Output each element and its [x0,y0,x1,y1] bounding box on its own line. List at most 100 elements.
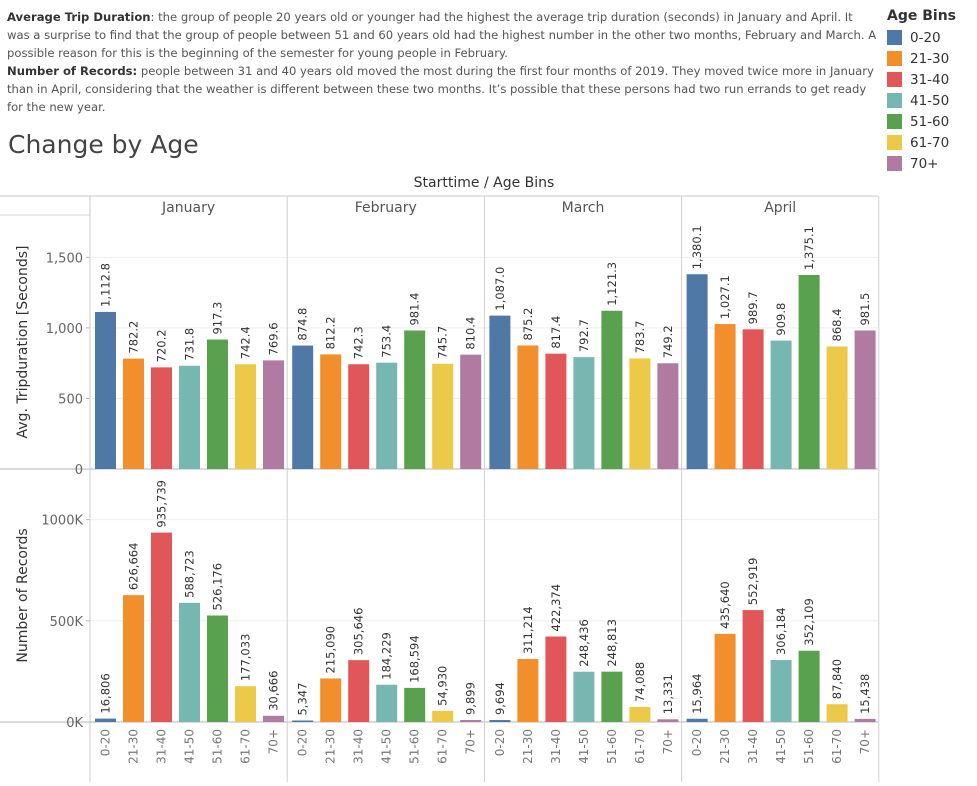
records-bar [489,720,511,722]
records-label: 15,964 [690,674,704,714]
legend-swatch [887,156,902,171]
column-header: Starttime / Age Bins [414,175,555,191]
records-bar [179,602,200,722]
records-bar [376,684,398,722]
legend-item-51-60[interactable]: 51-60 [887,111,956,132]
legend-item-21-30[interactable]: 21-30 [887,48,956,69]
legend-label: 41-50 [910,92,950,109]
avg-duration-label: 981.5 [858,293,872,326]
avg-duration-label: 868.4 [830,309,844,342]
avg-duration-bar [404,330,426,469]
legend-item-0-20[interactable]: 0-20 [887,27,956,48]
avg-duration-bar [489,315,511,469]
avg-duration-label: 742.3 [352,326,366,359]
legend: Age Bins 0-20 21-30 31-40 41-50 51-60 61-70 70… [887,8,956,174]
avg-duration-label: 720.2 [155,329,169,362]
avg-duration-bar [826,346,848,469]
avg-duration-label: 874.8 [296,308,310,341]
x-category-label: 41-50 [380,729,394,764]
avg-duration-bar [545,353,567,469]
records-bar [573,671,595,722]
x-category-label: 31-40 [352,729,366,764]
x-category-label: 0-20 [296,729,310,756]
description: Average Trip Duration: the group of peop… [7,8,877,116]
records-bar [460,719,482,722]
records-bar [348,660,370,722]
top-tick-label: 1,000 [46,322,83,337]
legend-item-31-40[interactable]: 31-40 [887,69,956,90]
page-title: Change by Age [8,130,199,159]
records-bar [151,532,172,722]
avg-duration-label: 817.4 [549,316,563,349]
x-category-label: 41-50 [577,729,591,764]
x-category-label: 41-50 [183,729,197,764]
records-label: 435,640 [718,581,732,629]
x-category-label: 31-40 [155,729,169,764]
avg-duration-label: 1,112.8 [99,263,113,307]
top-tick-label: 1,500 [46,251,83,266]
records-bar [798,650,820,722]
avg-duration-label: 810.4 [464,317,478,350]
x-category-label: 0-20 [493,729,507,756]
records-bar [629,707,651,722]
legend-label: 21-30 [910,50,950,67]
records-label: 588,723 [183,550,197,598]
records-label: 248,436 [577,619,591,667]
avg-duration-bar [460,354,482,469]
x-category-label: 70+ [464,729,478,754]
records-label: 935,739 [155,480,169,528]
avg-duration-bar [179,365,200,469]
avg-duration-label: 783.7 [633,320,647,353]
x-category-label: 21-30 [718,729,732,764]
avg-duration-bar [151,367,172,469]
records-bar [207,615,228,722]
avg-duration-label: 1,027.1 [718,275,732,319]
avg-duration-label: 742.4 [239,326,253,359]
avg-duration-label: 917.3 [211,302,225,335]
trip-duration-label: Average Trip Duration [7,10,151,24]
x-category-label: 70+ [858,729,872,754]
legend-swatch [887,30,902,45]
x-category-label: 51-60 [408,729,422,764]
month-header-january: January [161,200,215,216]
top-y-axis-title: Avg. Tripduration [Seconds] [15,246,31,439]
legend-label: 70+ [910,155,939,172]
bottom-tick-label: 0K [66,716,83,731]
avg-duration-bar [376,362,398,469]
legend-item-70plus[interactable]: 70+ [887,153,956,174]
trip-duration-text: : the group of people 20 years old or yo… [7,10,877,60]
avg-duration-bar [714,324,736,469]
avg-duration-label: 812.2 [324,316,338,349]
avg-duration-bar [292,345,314,469]
legend-item-41-50[interactable]: 41-50 [887,90,956,111]
top-tick-label: 0 [75,463,83,478]
legend-swatch [887,93,902,108]
x-category-label: 61-70 [436,729,450,764]
records-label: 422,374 [549,584,563,632]
records-label: 9,694 [493,682,507,715]
avg-duration-label: 1,087.0 [493,267,507,311]
records-label: 5,347 [296,683,310,716]
records-label: 184,229 [380,632,394,680]
avg-duration-bar [573,357,595,469]
records-text: people between 31 and 40 years old moved… [7,64,874,114]
records-label: 552,919 [746,558,760,606]
records-label: 16,806 [99,673,113,713]
avg-duration-label: 1,375.1 [802,226,816,270]
avg-duration-label: 875.2 [521,308,535,341]
avg-duration-bar [263,360,284,469]
records-label: 168,594 [408,635,422,683]
records-label: 306,184 [774,607,788,655]
records-bar [657,719,679,722]
legend-label: 0-20 [910,29,941,46]
x-category-label: 31-40 [549,729,563,764]
records-label: 54,930 [436,666,450,706]
records-bar [432,710,454,722]
month-header-march: March [562,200,605,216]
records-bar [95,718,116,722]
records-bar [404,687,426,722]
avg-duration-label: 792.7 [577,319,591,352]
bottom-tick-label: 500K [50,615,84,630]
legend-item-61-70[interactable]: 61-70 [887,132,956,153]
records-label: 9,899 [464,682,478,715]
